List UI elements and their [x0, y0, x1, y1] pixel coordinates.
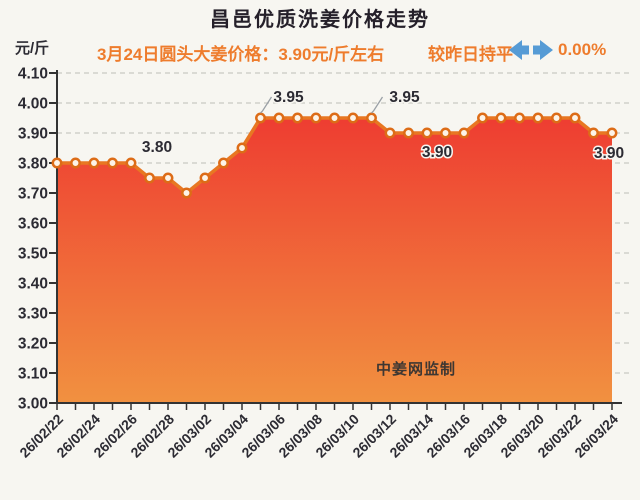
data-point-marker: [366, 112, 377, 124]
data-point-marker: [384, 127, 396, 139]
annotation-label: 3.95: [389, 89, 420, 106]
y-tick-label: 4.10: [18, 66, 48, 83]
data-point-marker: [88, 157, 100, 169]
annotation-label: 3.90: [422, 144, 452, 161]
data-point-marker: [51, 157, 63, 169]
data-point-marker: [162, 172, 174, 184]
data-point-marker: [514, 112, 525, 124]
data-point-marker: [551, 112, 562, 124]
annotation-label: 3.80: [142, 139, 172, 156]
data-point-marker: [477, 112, 488, 124]
subtitle-percent-text: 0.00%: [558, 40, 607, 59]
data-point-marker: [125, 157, 137, 169]
data-point-marker: [347, 112, 359, 124]
y-tick-label: 3.90: [18, 126, 48, 143]
data-point-marker: [495, 112, 507, 124]
data-point-marker: [292, 112, 303, 124]
annotation-leader: [260, 96, 273, 114]
data-point-marker: [440, 127, 451, 139]
data-point-marker: [310, 112, 322, 124]
data-point-marker: [107, 157, 118, 169]
data-point-marker: [181, 187, 192, 199]
data-point-marker: [532, 112, 544, 124]
y-tick-label: 3.50: [18, 246, 48, 263]
data-point-marker: [70, 157, 81, 169]
y-tick-label: 3.30: [18, 306, 48, 323]
y-axis-unit-label: 元/斤: [15, 40, 50, 57]
annotation-label: 3.95: [273, 89, 304, 106]
annotation-label: 3.90: [594, 145, 624, 162]
area-fill: [57, 118, 612, 403]
subtitle-compare-text: 较昨日持平: [428, 45, 513, 64]
data-point-marker: [403, 127, 414, 139]
data-point-marker: [588, 127, 599, 139]
data-point-marker: [606, 127, 618, 139]
data-point-marker: [458, 127, 470, 139]
y-tick-label: 3.10: [18, 366, 48, 383]
data-point-marker: [199, 172, 211, 184]
data-point-marker: [273, 112, 285, 124]
y-tick-label: 3.80: [18, 156, 48, 173]
subtitle-price-text: 3月24日圆头大姜价格：3.90元/斤左右: [97, 45, 385, 64]
y-tick-label: 3.60: [18, 216, 48, 233]
data-point-marker: [218, 157, 229, 169]
annotation-leader: [371, 96, 384, 114]
y-tick-label: 3.40: [18, 276, 48, 293]
data-point-marker: [236, 142, 248, 154]
flat-trend-double-arrow-icon: [509, 40, 553, 60]
data-point-marker: [255, 112, 266, 124]
data-point-marker: [144, 172, 155, 184]
y-tick-label: 4.00: [18, 96, 48, 113]
data-point-marker: [421, 127, 433, 139]
watermark: 中姜网监制: [376, 361, 457, 378]
y-tick-label: 3.00: [18, 396, 48, 413]
chart-title: 昌邑优质洗姜价格走势: [210, 9, 430, 31]
data-point-marker: [569, 112, 581, 124]
data-point-marker: [329, 112, 340, 124]
y-tick-label: 3.20: [18, 336, 48, 353]
y-tick-label: 3.70: [18, 186, 48, 203]
